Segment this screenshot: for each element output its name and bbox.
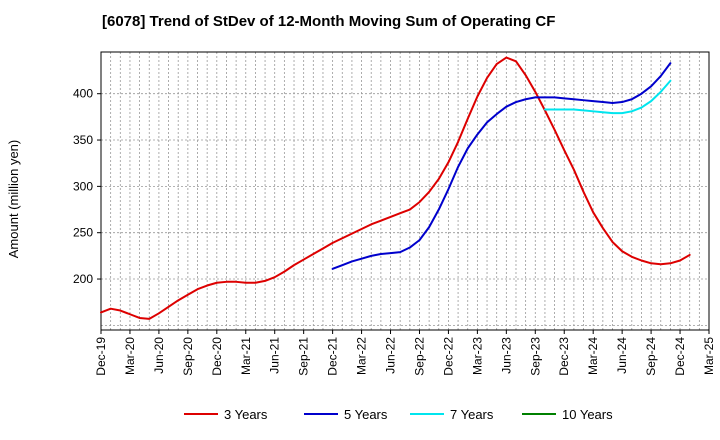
y-tick-label: 300 (73, 179, 93, 193)
x-tick-label: Dec-24 (673, 337, 687, 376)
x-tick-label: Jun-23 (499, 337, 513, 374)
y-axis-label: Amount (million yen) (6, 140, 21, 259)
legend-label: 10 Years (562, 407, 613, 422)
x-tick-label: Dec-23 (557, 337, 571, 376)
x-tick-label: Jun-20 (152, 337, 166, 374)
series-line-7-years (543, 79, 672, 115)
y-tick-label: 250 (73, 226, 93, 240)
x-tick-label: Mar-25 (702, 337, 716, 375)
plot-frame (100, 51, 710, 331)
chart-title: [6078] Trend of StDev of 12-Month Moving… (102, 13, 556, 30)
y-tick-label: 200 (73, 272, 93, 286)
x-tick-label: Jun-21 (268, 337, 282, 374)
y-tick-label: 400 (73, 87, 93, 101)
series-line-5-years (331, 62, 672, 270)
x-tick-label: Sep-23 (528, 337, 542, 376)
x-tick-label: Mar-24 (586, 337, 600, 375)
x-tick-label: Mar-20 (123, 337, 137, 375)
x-tick-label: Dec-21 (326, 337, 340, 376)
x-tick-label: Sep-24 (644, 337, 658, 376)
x-tick-label: Mar-21 (239, 337, 253, 375)
x-tick-label: Sep-22 (412, 337, 426, 376)
x-tick-label: Dec-19 (94, 337, 108, 376)
y-tick-label: 350 (73, 133, 93, 147)
legend-label: 7 Years (450, 407, 494, 422)
x-tick-label: Mar-22 (355, 337, 369, 375)
x-tick-label: Jun-24 (615, 337, 629, 374)
plot-area (101, 52, 709, 330)
x-tick-label: Jun-22 (384, 337, 398, 374)
x-tick-label: Mar-23 (470, 337, 484, 375)
x-tick-label: Sep-20 (181, 337, 195, 376)
x-tick-label: Dec-22 (441, 337, 455, 376)
series-line-3-years (100, 56, 691, 320)
x-tick-label: Sep-21 (297, 337, 311, 376)
x-tick-label: Dec-20 (210, 337, 224, 376)
legend-label: 5 Years (344, 407, 388, 422)
legend-label: 3 Years (224, 407, 268, 422)
